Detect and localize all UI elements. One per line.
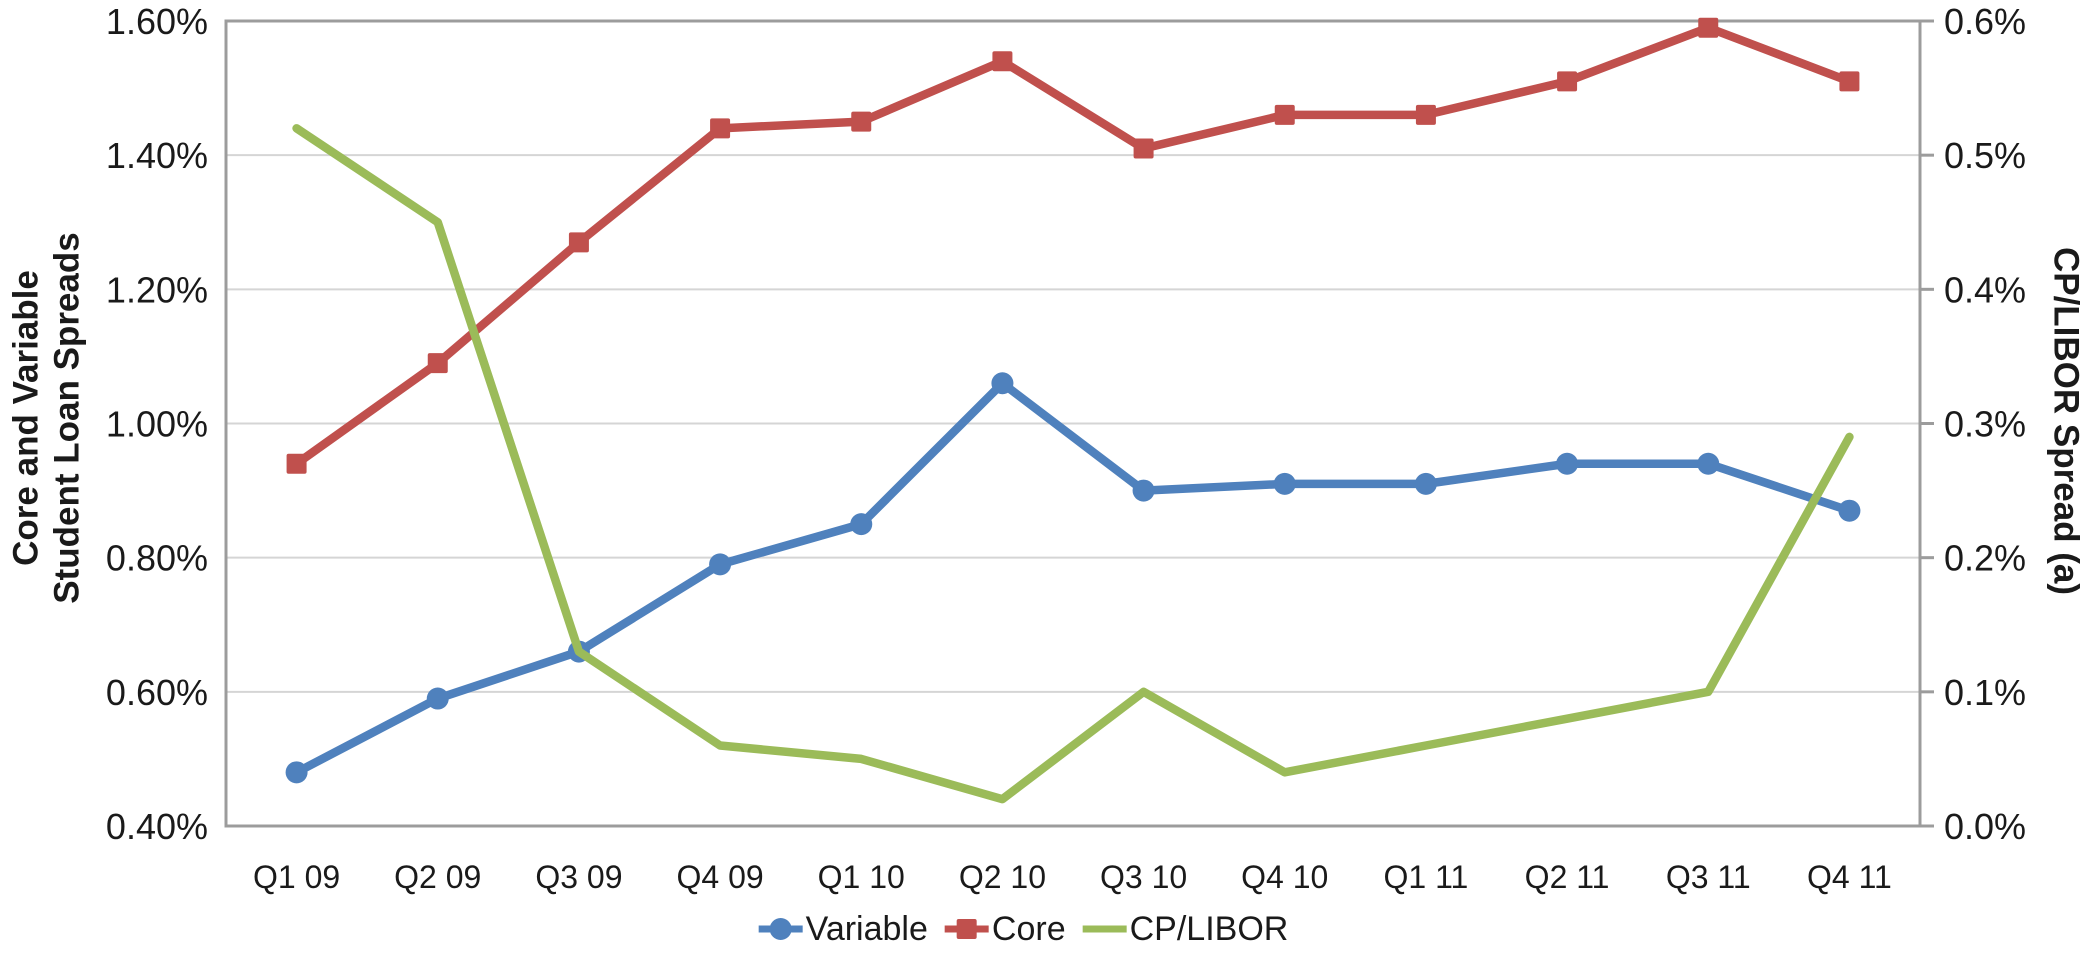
right-axis-tick-label: 0.5% [1944, 135, 2026, 176]
variable-series-marker [285, 761, 308, 784]
core-series-marker [1133, 138, 1154, 159]
left-axis-tick-label: 1.20% [106, 269, 208, 310]
x-axis-label: Q1 11 [1384, 859, 1469, 895]
core-series-marker [992, 51, 1013, 72]
x-axis-label: Q3 09 [535, 859, 622, 895]
left-axis-tick-label: 1.40% [106, 135, 208, 176]
variable-series-marker [991, 372, 1014, 395]
left-axis-tick-label: 0.80% [106, 538, 208, 579]
core-series-marker [427, 353, 448, 374]
x-axis-label: Q4 09 [676, 859, 763, 895]
core-series-marker [1415, 104, 1436, 125]
x-axis-label: Q3 10 [1100, 859, 1187, 895]
legend-label-cp-libor: CP/LIBOR [1129, 909, 1289, 948]
variable-series-marker [1838, 499, 1861, 522]
right-axis-tick-label: 0.4% [1944, 269, 2026, 310]
legend-label-core: Core [991, 909, 1066, 948]
left-axis-tick-label: 1.60% [106, 1, 208, 42]
core-series-line [292, 23, 1854, 468]
x-axis-label: Q4 11 [1807, 859, 1892, 895]
variable-series-marker [1273, 472, 1296, 495]
x-axis-label: Q2 09 [394, 859, 481, 895]
x-axis-label: Q2 11 [1525, 859, 1610, 895]
core-series-marker [851, 111, 872, 132]
core-series-marker [710, 118, 731, 139]
left-axis-tick-label: 0.60% [106, 672, 208, 713]
left-axis-tick-label: 1.00% [106, 404, 208, 445]
x-axis-label: Q3 11 [1666, 859, 1751, 895]
x-axis-label: Q1 10 [818, 859, 905, 895]
core-legend-marker [944, 919, 989, 939]
x-axis-label: Q1 09 [253, 859, 340, 895]
core-series-marker [568, 232, 589, 253]
legend-item-variable: Variable [758, 910, 928, 949]
left-axis-tick-label: 0.40% [106, 806, 208, 847]
legend-item-cp-libor: CP/LIBOR [1082, 909, 1289, 949]
chart-legend: Variable Core CP/LIBOR [758, 905, 1289, 953]
right-axis-tick-label: 0.3% [1944, 404, 2026, 445]
x-axis-label: Q2 10 [959, 859, 1046, 895]
variable-legend-marker [758, 918, 803, 940]
x-axis-label: Q4 10 [1241, 859, 1328, 895]
legend-label-variable: Variable [805, 909, 928, 948]
variable-series-marker [1556, 452, 1579, 475]
right-axis-tick-label: 0.1% [1944, 672, 2026, 713]
variable-series-marker [1697, 452, 1720, 475]
variable-series-marker [1132, 479, 1155, 502]
variable-series-marker [1414, 472, 1437, 495]
right-axis-tick-label: 0.0% [1944, 806, 2026, 847]
core-series-marker [286, 453, 307, 474]
variable-series-line [292, 379, 1854, 777]
right-axis-title-text: CP/LIBOR Spread (a) [2046, 246, 2086, 596]
right-axis-tick-label: 0.6% [1944, 1, 2026, 42]
variable-series-marker [850, 513, 873, 536]
cp-libor-legend-marker [1082, 925, 1127, 933]
right-axis-title: CP/LIBOR Spread (a) [2045, 247, 2086, 595]
core-series-marker [1274, 104, 1295, 125]
left-axis-title: Core and Variable Student Loan Spreads [6, 232, 89, 603]
left-axis-title-line1: Core and Variable [6, 270, 46, 566]
core-series-marker [1557, 71, 1578, 92]
variable-series-marker [709, 553, 732, 576]
core-series-marker [1839, 71, 1860, 92]
right-axis-tick-label: 0.2% [1944, 538, 2026, 579]
variable-series-marker [426, 687, 449, 710]
cp-libor-series-line [292, 124, 1854, 804]
legend-item-core: Core [944, 910, 1066, 949]
left-axis-title-line2: Student Loan Spreads [48, 232, 87, 604]
core-series-marker [1698, 17, 1719, 38]
plot-frame [224, 19, 1922, 828]
